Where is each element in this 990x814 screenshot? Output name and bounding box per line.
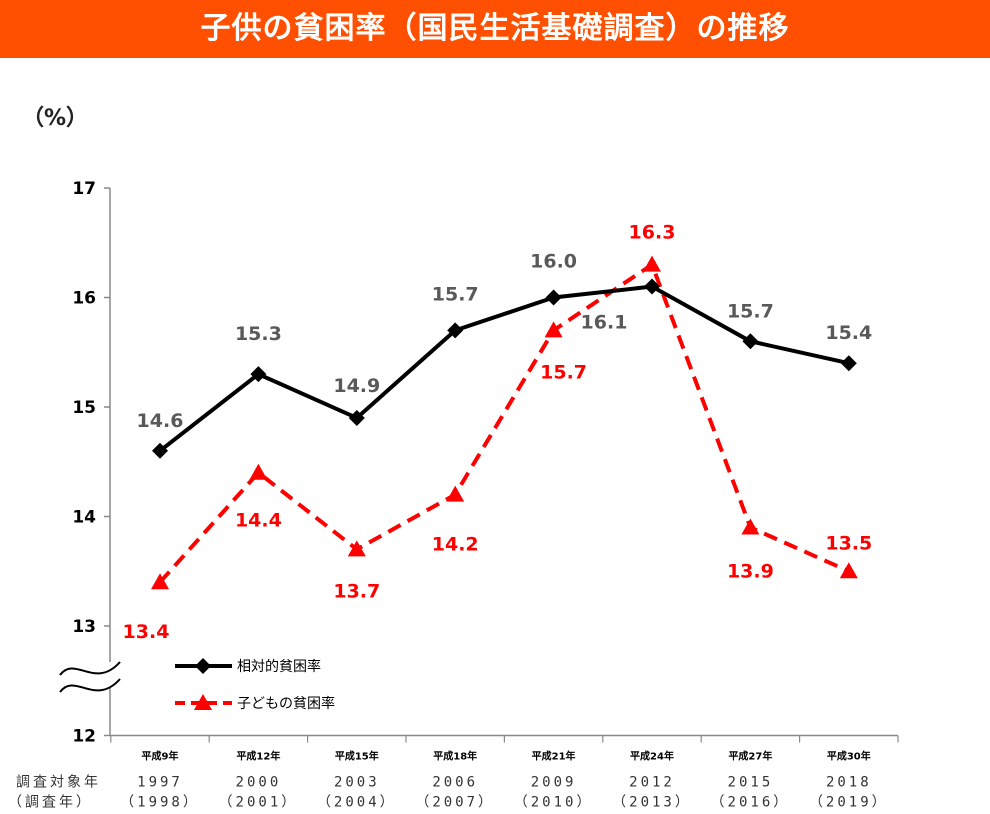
- marker-diamond-overall: [545, 289, 562, 306]
- data-label-children: 13.7: [333, 580, 380, 602]
- x-survey-year: 2009: [531, 775, 577, 791]
- y-tick-label: 12: [72, 727, 96, 747]
- x-report-year: （2001）: [219, 795, 299, 811]
- marker-diamond-overall: [644, 278, 660, 295]
- legend-marker-overall: [195, 658, 211, 674]
- marker-triangle-children: [741, 518, 760, 535]
- data-label-children: 13.4: [123, 621, 170, 643]
- marker-diamond-overall: [152, 442, 168, 459]
- x-tick-label: 平成12年: [236, 750, 280, 763]
- legend-marker-children: [194, 694, 212, 710]
- marker-triangle-children: [249, 463, 268, 480]
- marker-triangle-children: [643, 255, 661, 272]
- x-survey-year: 2003: [334, 775, 380, 791]
- x-tick-label: 平成30年: [827, 750, 871, 763]
- data-label-overall: 14.6: [137, 410, 184, 432]
- x-survey-year: 2018: [826, 775, 872, 791]
- axis-break-wave: [59, 661, 121, 676]
- marker-triangle-children: [151, 573, 169, 590]
- x-survey-year: 2012: [629, 775, 675, 791]
- series-line-overall: [158, 284, 850, 453]
- y-tick-label: 15: [72, 398, 96, 418]
- marker-diamond-overall: [742, 333, 759, 350]
- y-tick-label: 17: [72, 179, 96, 199]
- x-tick-label: 平成18年: [433, 750, 477, 763]
- marker-diamond-overall: [840, 355, 857, 372]
- data-label-children: 13.5: [825, 532, 872, 554]
- series-line-children: [158, 261, 850, 584]
- x-tick-label: 平成9年: [142, 750, 179, 763]
- data-label-overall: 15.4: [825, 322, 872, 344]
- data-label-children: 13.9: [727, 560, 774, 582]
- title-banner: [0, 0, 990, 58]
- x-report-year: （2016）: [711, 795, 791, 811]
- marker-diamond-overall: [447, 322, 464, 339]
- data-label-children: 16.3: [629, 222, 676, 244]
- data-label-overall: 14.9: [333, 375, 380, 397]
- legend-label-overall: 相対的貧困率: [237, 658, 321, 675]
- data-label-overall: 16.0: [530, 251, 577, 273]
- marker-triangle-children: [347, 540, 366, 557]
- chart-title: 子供の貧困率（国民生活基礎調査）の推移: [200, 11, 790, 46]
- x-report-year: （1998）: [120, 795, 200, 811]
- data-label-children: 14.4: [235, 510, 282, 532]
- marker-diamond-overall: [348, 409, 365, 426]
- y-tick-label: 14: [72, 508, 96, 528]
- axis-break-wave: [59, 678, 121, 693]
- row-label-survey-year: 調査対象年: [16, 775, 101, 791]
- x-tick-label: 平成15年: [335, 750, 379, 763]
- x-tick-label: 平成24年: [630, 750, 674, 763]
- data-label-overall: 15.3: [235, 323, 282, 345]
- y-tick-label: 13: [72, 617, 96, 637]
- x-survey-year: 1997: [137, 775, 183, 791]
- x-report-year: （2019）: [809, 795, 889, 811]
- marker-triangle-children: [446, 485, 465, 502]
- x-report-year: （2013）: [612, 795, 692, 811]
- x-tick-label: 平成27年: [728, 750, 772, 763]
- x-report-year: （2007）: [415, 795, 495, 811]
- y-axis-unit-label: （%）: [22, 106, 89, 131]
- data-label-overall: 15.7: [727, 300, 774, 322]
- marker-triangle-children: [839, 562, 858, 579]
- x-report-year: （2004）: [317, 795, 397, 811]
- data-label-overall: 15.7: [432, 283, 479, 305]
- x-tick-label: 平成21年: [532, 750, 576, 763]
- row-label-report-year: （調査年）: [8, 795, 93, 811]
- data-label-overall: 16.1: [581, 312, 628, 334]
- y-tick-label: 16: [72, 289, 96, 309]
- marker-triangle-children: [544, 321, 563, 338]
- data-label-children: 15.7: [540, 361, 587, 383]
- x-report-year: （2010）: [514, 795, 594, 811]
- data-label-children: 14.2: [432, 534, 479, 556]
- marker-diamond-overall: [250, 366, 267, 383]
- x-survey-year: 2006: [432, 775, 478, 791]
- x-survey-year: 2015: [728, 775, 774, 791]
- x-survey-year: 2000: [236, 775, 282, 791]
- legend-label-children: 子どもの貧困率: [237, 695, 335, 712]
